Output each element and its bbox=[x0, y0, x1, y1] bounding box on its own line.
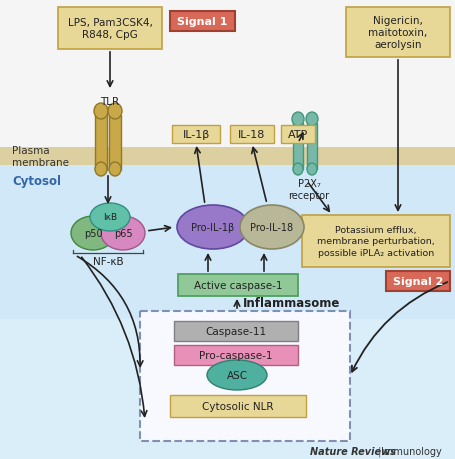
Ellipse shape bbox=[108, 104, 122, 120]
Bar bbox=[302, 216, 450, 268]
Text: Plasma
membrane: Plasma membrane bbox=[12, 146, 69, 168]
Text: IL-18: IL-18 bbox=[238, 130, 266, 140]
Ellipse shape bbox=[71, 217, 115, 251]
Text: Nature Reviews: Nature Reviews bbox=[310, 446, 396, 456]
Ellipse shape bbox=[207, 360, 267, 390]
Bar bbox=[0, 166, 455, 459]
Text: p50: p50 bbox=[84, 229, 102, 239]
Text: Cytosol: Cytosol bbox=[12, 175, 61, 188]
Text: LPS, Pam3CSK4,
R848, CpG: LPS, Pam3CSK4, R848, CpG bbox=[67, 18, 152, 40]
Text: P2X₇
receptor: P2X₇ receptor bbox=[288, 179, 329, 201]
Ellipse shape bbox=[101, 217, 145, 251]
Ellipse shape bbox=[306, 113, 318, 127]
Text: Pro-IL-1β: Pro-IL-1β bbox=[192, 223, 235, 233]
Text: Pro-caspase-1: Pro-caspase-1 bbox=[199, 350, 273, 360]
Ellipse shape bbox=[94, 104, 108, 120]
Text: |: | bbox=[375, 446, 384, 456]
Text: Active caspase-1: Active caspase-1 bbox=[194, 280, 282, 291]
Text: Immunology: Immunology bbox=[381, 446, 442, 456]
Ellipse shape bbox=[95, 162, 107, 177]
Ellipse shape bbox=[90, 203, 130, 231]
Bar bbox=[230, 126, 274, 144]
Bar bbox=[0, 319, 455, 459]
Text: Nigericin,
maitotoxin,
aerolysin: Nigericin, maitotoxin, aerolysin bbox=[369, 16, 428, 50]
Bar bbox=[307, 124, 317, 170]
Bar bbox=[293, 124, 303, 170]
Bar bbox=[95, 116, 107, 171]
Text: Potassium efflux,
membrane perturbation,
possible iPLA₂ activation: Potassium efflux, membrane perturbation,… bbox=[317, 226, 435, 257]
Text: TLR: TLR bbox=[101, 97, 120, 107]
Text: p65: p65 bbox=[114, 229, 132, 239]
Ellipse shape bbox=[292, 113, 304, 127]
Text: ATP: ATP bbox=[288, 130, 308, 140]
Text: NF-κB: NF-κB bbox=[93, 257, 123, 266]
Bar bbox=[58, 8, 162, 50]
Bar bbox=[386, 271, 450, 291]
Bar bbox=[174, 321, 298, 341]
Text: IκB: IκB bbox=[103, 213, 117, 222]
Ellipse shape bbox=[307, 164, 317, 176]
Text: ASC: ASC bbox=[227, 370, 248, 380]
Bar bbox=[140, 311, 350, 441]
Text: Signal 1: Signal 1 bbox=[177, 17, 227, 27]
Text: Caspase-11: Caspase-11 bbox=[206, 326, 267, 336]
Ellipse shape bbox=[240, 206, 304, 249]
Bar bbox=[109, 116, 121, 171]
Bar bbox=[170, 12, 235, 32]
Bar bbox=[170, 395, 306, 417]
Text: Pro-IL-18: Pro-IL-18 bbox=[250, 223, 293, 233]
Bar bbox=[174, 345, 298, 365]
Text: Inflammasome: Inflammasome bbox=[243, 297, 340, 310]
Bar bbox=[172, 126, 220, 144]
Bar bbox=[178, 274, 298, 297]
Text: Signal 2: Signal 2 bbox=[393, 276, 443, 286]
Text: Cytosolic NLR: Cytosolic NLR bbox=[202, 401, 274, 411]
Ellipse shape bbox=[293, 164, 303, 176]
Text: IL-1β: IL-1β bbox=[182, 130, 210, 140]
Bar bbox=[0, 148, 455, 166]
Ellipse shape bbox=[109, 162, 121, 177]
Ellipse shape bbox=[177, 206, 249, 249]
Bar bbox=[281, 126, 315, 144]
Bar bbox=[346, 8, 450, 58]
